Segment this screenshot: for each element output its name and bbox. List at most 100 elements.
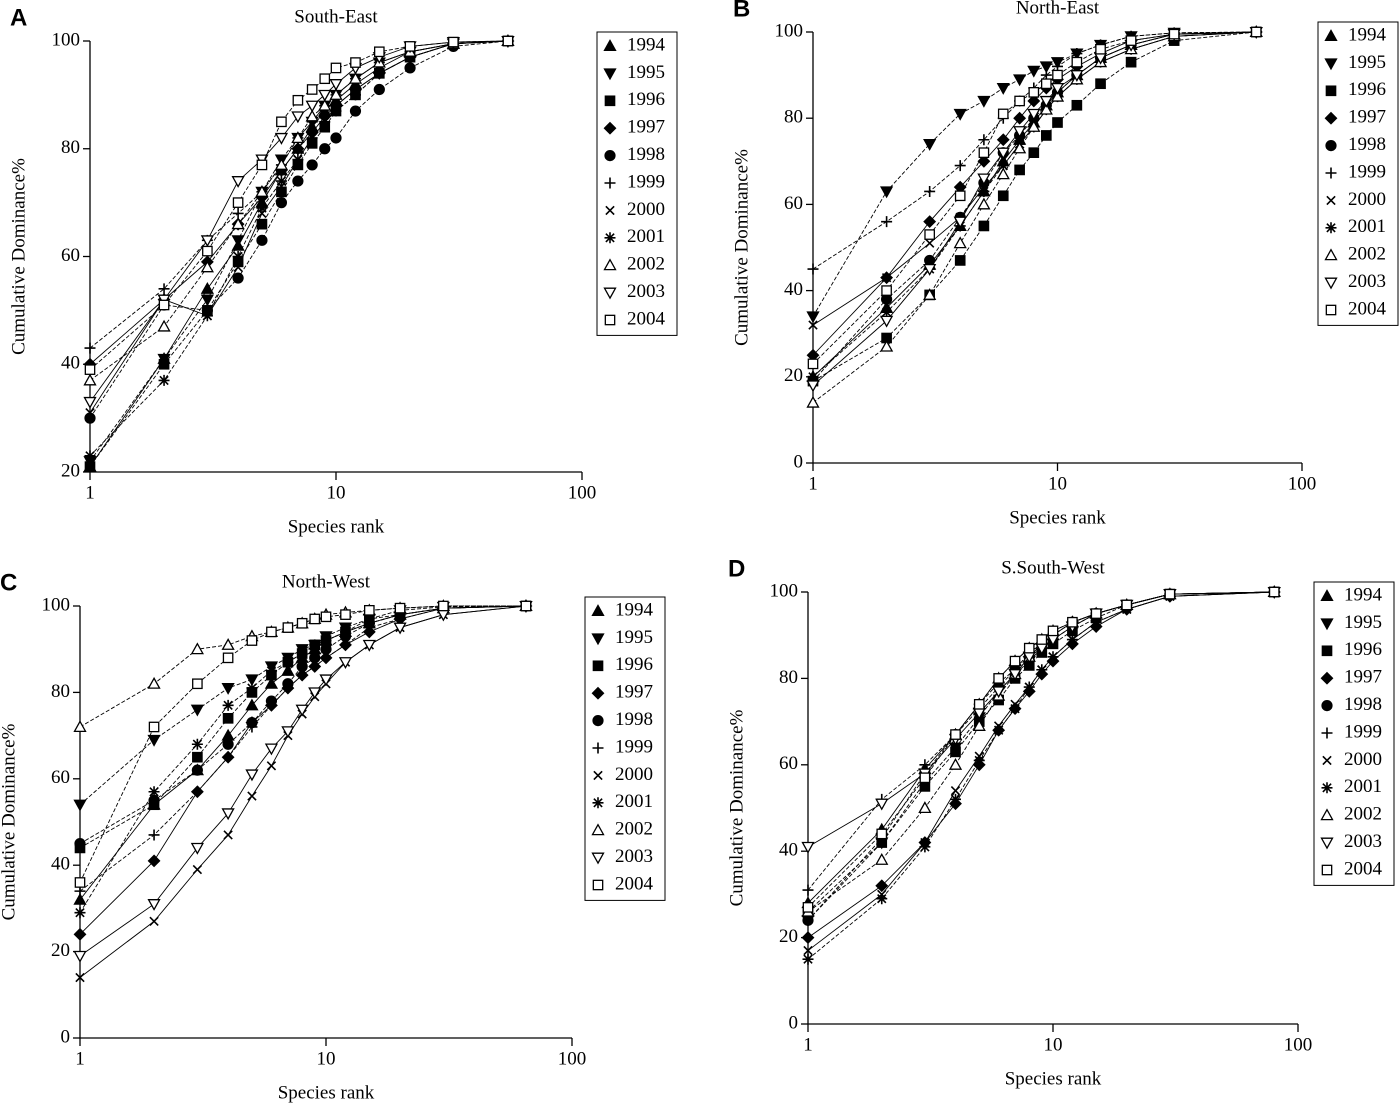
marker: [802, 884, 814, 896]
marker: [309, 639, 321, 651]
series-line: [812, 31, 1257, 382]
marker: [319, 73, 331, 85]
marker: [1052, 117, 1063, 128]
series-line: [79, 605, 526, 849]
marker: [84, 450, 96, 462]
marker: [84, 364, 96, 375]
legend-label: 1994: [627, 34, 666, 55]
marker: [275, 175, 287, 187]
marker: [1121, 599, 1133, 611]
marker: [295, 704, 309, 717]
x-tick-label: 100: [568, 482, 597, 503]
marker: [1027, 94, 1041, 108]
marker: [338, 657, 353, 669]
x-tick-label: 10: [327, 482, 346, 503]
marker: [255, 185, 269, 197]
legend-label: 1995: [1344, 612, 1382, 633]
marker: [977, 173, 991, 186]
marker: [1047, 651, 1059, 663]
marker: [148, 721, 160, 733]
marker: [1321, 699, 1333, 712]
marker: [977, 95, 991, 108]
marker: [281, 726, 295, 739]
legend-label: 1997: [1348, 107, 1386, 128]
marker: [996, 167, 1010, 180]
marker: [319, 143, 331, 155]
marker: [996, 147, 1010, 160]
marker: [592, 742, 604, 754]
y-tick-label: 40: [784, 279, 803, 300]
legend-label: 1998: [1348, 134, 1386, 155]
marker: [1095, 78, 1106, 90]
marker: [192, 678, 203, 690]
marker: [502, 35, 514, 47]
marker: [973, 698, 985, 710]
marker: [592, 879, 604, 891]
legend-label: 1999: [1344, 721, 1382, 742]
marker: [1326, 195, 1336, 206]
x-tick-label: 1: [85, 482, 95, 503]
marker: [1039, 61, 1053, 74]
marker: [221, 683, 235, 695]
marker: [221, 808, 235, 821]
marker: [1125, 56, 1137, 68]
marker: [75, 972, 85, 983]
x-tick-label: 10: [1048, 473, 1067, 494]
series-line: [89, 40, 508, 381]
y-tick-label: 80: [784, 107, 803, 128]
marker: [591, 604, 605, 617]
marker: [950, 729, 961, 740]
marker: [1324, 58, 1338, 71]
marker: [84, 412, 96, 424]
marker: [202, 245, 213, 257]
marker: [1050, 89, 1065, 102]
y-tick-label: 40: [51, 854, 70, 875]
marker: [296, 669, 308, 681]
marker: [1040, 78, 1052, 90]
marker: [1325, 167, 1337, 179]
marker: [604, 314, 616, 326]
marker: [1321, 727, 1333, 739]
marker: [806, 395, 820, 408]
marker: [222, 712, 234, 724]
marker: [157, 319, 171, 332]
marker: [881, 306, 893, 318]
marker: [1071, 56, 1083, 68]
marker: [1036, 664, 1048, 676]
legend-label: 1995: [627, 62, 665, 83]
marker: [604, 150, 616, 162]
legend-label: 1995: [615, 627, 653, 648]
marker: [919, 841, 931, 853]
x-axis-label: Species rank: [1005, 1068, 1102, 1089]
marker: [200, 294, 214, 307]
marker: [404, 41, 416, 52]
legend-label: 1999: [615, 736, 653, 757]
marker: [592, 714, 604, 727]
marker: [296, 617, 308, 629]
marker: [147, 899, 161, 911]
marker: [604, 232, 616, 244]
legend-label: 2004: [627, 308, 666, 329]
marker: [605, 205, 615, 216]
marker: [340, 609, 351, 620]
chart-title: North-East: [1016, 0, 1100, 18]
marker: [191, 764, 203, 776]
marker: [256, 202, 268, 214]
x-tick-label: 1: [75, 1048, 85, 1069]
marker: [802, 953, 814, 965]
y-tick-label: 100: [770, 580, 799, 601]
marker: [1027, 65, 1041, 78]
marker: [246, 635, 258, 646]
marker: [281, 663, 295, 676]
marker: [282, 656, 294, 668]
marker: [233, 262, 243, 272]
marker: [373, 46, 385, 58]
marker: [373, 67, 385, 79]
marker: [296, 648, 308, 660]
marker: [276, 186, 287, 198]
marker: [1320, 671, 1334, 685]
marker: [950, 793, 962, 805]
legend-label: 1998: [1344, 694, 1382, 715]
marker: [924, 229, 935, 240]
marker: [806, 311, 820, 324]
